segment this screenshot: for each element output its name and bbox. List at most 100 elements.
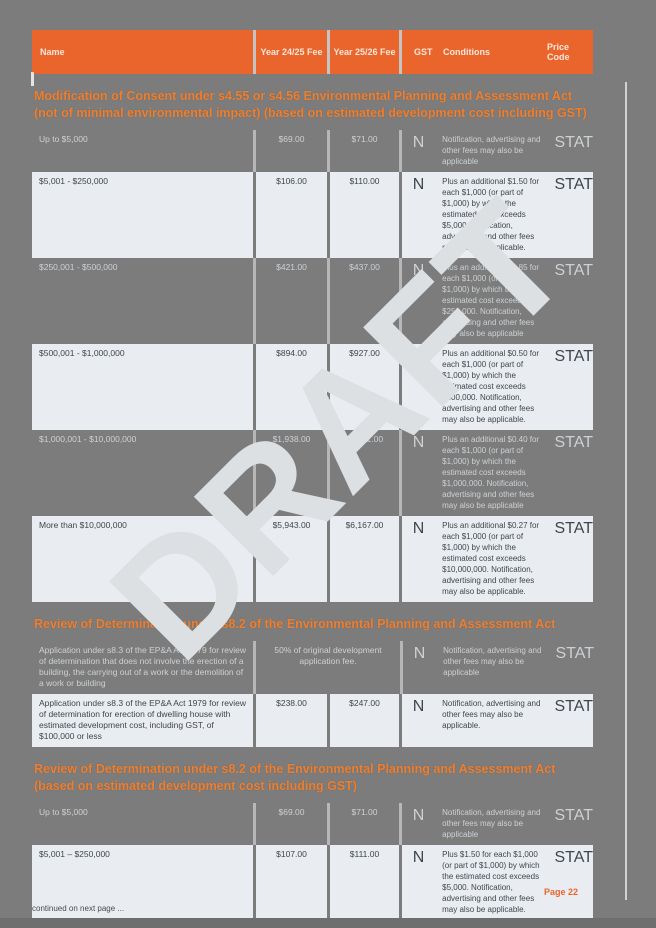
price-code-cell: STAT [554, 434, 593, 451]
fee-24-25-cell: $69.00 [278, 807, 305, 817]
bottom-strip [0, 918, 656, 928]
table-header-row: Name Year 24/25 Fee Year 25/26 Fee GST C… [32, 30, 595, 74]
column-separator [327, 803, 330, 845]
fee-24-25-cell: $106.00 [256, 172, 327, 258]
conditions-cell: Notification, advertising and other fees… [443, 646, 542, 677]
conditions-cell: Plus an additional $1.50 for each $1,000… [442, 177, 540, 252]
column-separator [399, 130, 402, 172]
header-conditions: Conditions [443, 47, 490, 57]
name-cell: $500,001 - $1,000,000 [32, 344, 253, 430]
name-cell: $5,001 - $250,000 [32, 172, 253, 258]
column-separator [327, 30, 330, 74]
gst-cell: N [412, 520, 425, 537]
conditions-cell: Notification, advertising and other fees… [442, 808, 541, 839]
section-title: Review of Determination under s8.2 of th… [34, 762, 556, 793]
conditions-cell: Notification, advertising and other fees… [442, 699, 541, 730]
column-separator [253, 130, 256, 172]
fee-25-26-cell: $2,011.00 [345, 434, 384, 444]
price-code-cell: STAT [554, 262, 593, 279]
table-row: Application under s8.3 of the EP&A Act 1… [32, 694, 595, 747]
gst-cell: N [412, 849, 425, 866]
column-separator [399, 258, 402, 344]
table-row: Up to $5,000 $69.00 $71.00 N Notification, a… [32, 130, 595, 172]
name-cell: Application under s8.3 of the EP&A Act 1… [39, 645, 246, 688]
fee-24-25-cell: $894.00 [256, 344, 327, 430]
fee-24-25-cell: $1,938.00 [272, 434, 311, 444]
table-body: Modification of Consent under s4.55 or s… [32, 88, 595, 920]
header-fee-25-26: Year 25/26 Fee [330, 30, 399, 74]
table-row: Up to $5,000 $69.00 $71.00 N Notification, a… [32, 803, 595, 845]
column-separator [399, 430, 402, 516]
section-title: Modification of Consent under s4.55 or s… [34, 89, 587, 120]
table-row: $250,001 - $500,000 $421.00 $437.00 N Plus a… [32, 258, 595, 344]
gst-cell: N [412, 134, 425, 151]
price-code-cell: STAT [554, 176, 593, 193]
conditions-cell: Plus an additional $0.40 for each $1,000… [442, 435, 540, 510]
conditions-cell: Plus $1.50 for each $1,000 (or part of $… [442, 850, 540, 914]
column-separator [253, 430, 256, 516]
conditions-cell: Notification, advertising and other fees… [442, 135, 541, 166]
page-number-label: Page 22 [544, 887, 579, 897]
price-code-cell: STAT [555, 645, 594, 662]
fee-24-25-cell: $5,943.00 [256, 516, 327, 602]
gst-cell: N [413, 645, 426, 662]
price-code-cell: STAT [554, 520, 593, 537]
fee-24-25-cell: $107.00 [256, 845, 327, 920]
left-margin-tick [31, 72, 34, 86]
fee-25-26-cell: $927.00 [330, 344, 399, 430]
conditions-cell: Plus an additional $0.50 for each $1,000… [442, 349, 540, 424]
column-separator [400, 641, 403, 694]
name-cell: Application under s8.3 of the EP&A Act 1… [32, 694, 253, 747]
gst-cell: N [412, 348, 425, 365]
gst-conditions-price-cell: N Plus an additional $0.50 for each $1,00… [402, 344, 593, 430]
conditions-cell: Plus an additional $0.27 for each $1,000… [442, 521, 540, 596]
price-code-cell: STAT [554, 807, 593, 824]
fee-25-26-cell: $71.00 [351, 134, 378, 144]
gst-conditions-price-cell: N Notification, advertising and other fee… [402, 694, 593, 747]
fee-24-25-cell: $421.00 [276, 262, 307, 272]
fee-25-26-cell: $71.00 [351, 807, 378, 817]
merged-fee-cell: 50% of original development application … [274, 645, 382, 666]
price-code-cell: STAT [554, 348, 593, 365]
gst-cell: N [412, 176, 425, 193]
header-gst: GST [414, 47, 433, 57]
price-code-cell: STAT [554, 698, 593, 715]
section-title: Review of Determination under s8.2 of th… [34, 617, 556, 631]
table-row: $500,001 - $1,000,000 $894.00 $927.00 N Plus… [32, 344, 595, 430]
fee-25-26-cell: $437.00 [349, 262, 380, 272]
gst-cell: N [412, 698, 425, 715]
name-cell: $5,001 – $250,000 [32, 845, 253, 920]
name-cell: Up to $5,000 [39, 807, 88, 817]
name-cell: Up to $5,000 [39, 134, 88, 144]
column-separator [399, 30, 402, 74]
fee-25-26-cell: $6,167.00 [330, 516, 399, 602]
table-row: More than $10,000,000 $5,943.00 $6,167.00 N… [32, 516, 595, 602]
table-row: $5,001 - $250,000 $106.00 $110.00 N Plus an … [32, 172, 595, 258]
fee-table: Name Year 24/25 Fee Year 25/26 Fee GST C… [32, 30, 595, 920]
column-separator [399, 803, 402, 845]
fee-24-25-cell: $238.00 [256, 694, 327, 747]
column-separator [253, 30, 256, 74]
gst-cell: N [412, 434, 425, 451]
column-separator [327, 258, 330, 344]
gst-conditions-price-cell: N Plus $1.50 for each $1,000 (or part of … [402, 845, 593, 920]
table-row: $1,000,001 - $10,000,000 $1,938.00 $2,011.… [32, 430, 595, 516]
header-gst-conditions-price: GST Conditions Price Code [402, 30, 593, 74]
column-separator [327, 430, 330, 516]
column-separator [253, 258, 256, 344]
header-name: Name [32, 30, 253, 74]
gst-conditions-price-cell: N Notification, advertising and other fee… [402, 130, 593, 172]
column-separator [327, 130, 330, 172]
gst-conditions-price-cell: N Plus an additional $0.85 for each $1,00… [402, 258, 593, 344]
name-cell: $250,001 - $500,000 [39, 262, 118, 272]
continuation-note: continued on next page ... [32, 904, 125, 913]
name-cell: $1,000,001 - $10,000,000 [39, 434, 137, 444]
header-fee-24-25: Year 24/25 Fee [256, 30, 327, 74]
fee-25-26-cell: $247.00 [330, 694, 399, 747]
fee-24-25-cell: $69.00 [278, 134, 305, 144]
name-cell: More than $10,000,000 [32, 516, 253, 602]
conditions-cell: Plus an additional $0.85 for each $1,000… [442, 263, 540, 338]
price-code-cell: STAT [554, 849, 593, 866]
column-separator [253, 803, 256, 845]
